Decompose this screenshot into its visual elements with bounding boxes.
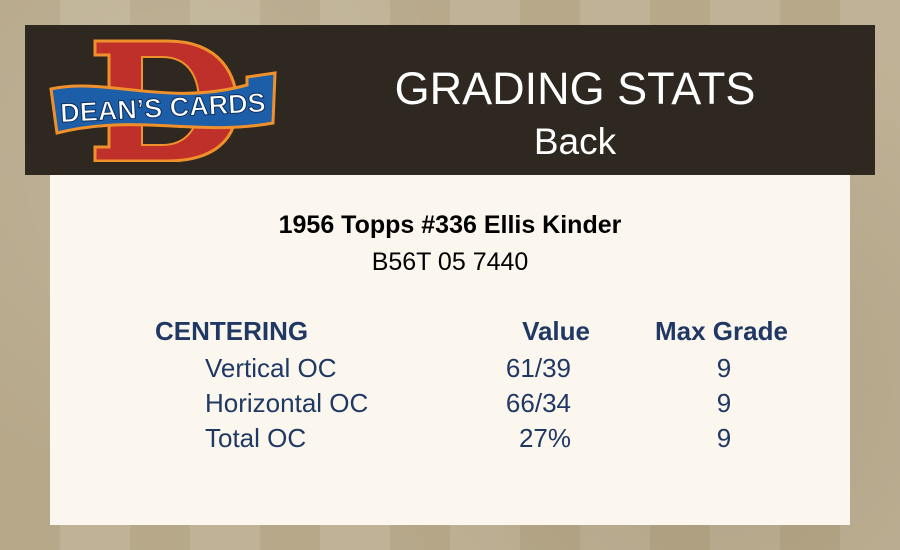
row-label: Vertical OC xyxy=(205,353,337,383)
card-code: B56T 05 7440 xyxy=(371,248,529,276)
row-label: Horizontal OC xyxy=(205,388,369,418)
row-value: 61/39 xyxy=(505,353,571,383)
header-banner: DEAN’S CARDS GRADING STATS Back xyxy=(25,25,875,175)
row-max-grade: 9 xyxy=(716,423,732,453)
row-max-grade: 9 xyxy=(716,388,732,418)
row-value: 27% xyxy=(518,423,571,453)
page-title: GRADING STATS xyxy=(394,63,756,114)
row-max-grade: 9 xyxy=(716,353,732,383)
card-title: 1956 Topps #336 Ellis Kinder xyxy=(278,211,622,239)
value-column-header: Value xyxy=(522,316,590,346)
page-subtitle: Back xyxy=(533,121,617,162)
max-grade-column-header: Max Grade xyxy=(655,316,788,346)
row-value: 66/34 xyxy=(505,388,571,418)
deans-cards-logo: DEAN’S CARDS xyxy=(49,39,277,162)
section-header: CENTERING xyxy=(155,316,309,346)
stats-panel: 1956 Topps #336 Ellis Kinder B56T 05 744… xyxy=(50,175,850,525)
row-label: Total OC xyxy=(205,423,307,453)
